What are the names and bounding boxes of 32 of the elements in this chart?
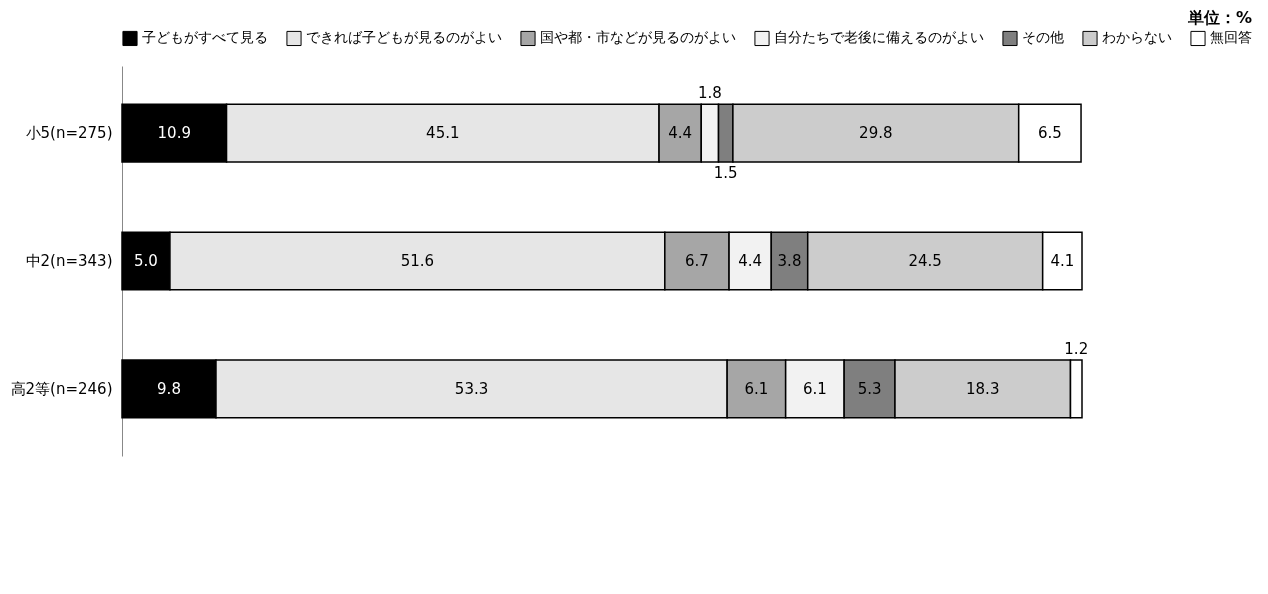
- data-label: 1.8: [697, 84, 722, 103]
- legend-label: 無回答: [1210, 29, 1252, 46]
- data-label: 6.5: [1037, 124, 1062, 143]
- data-label: 9.8: [157, 379, 181, 398]
- text: 単位：%: [1186, 8, 1252, 27]
- data-label: 4.4: [738, 252, 763, 270]
- data-label: 1.5: [713, 163, 738, 182]
- legend-label: 自分たちで老後に備えるのがよい: [774, 29, 984, 46]
- data-label: 45.1: [426, 124, 460, 143]
- data-label: 51.6: [400, 252, 435, 270]
- y-tick-label: 小5(n=275): [25, 124, 113, 143]
- y-tick-label: 高2等(n=246): [10, 379, 113, 398]
- legend-label: わからない: [1102, 29, 1172, 46]
- data-label: 6.7: [685, 252, 709, 270]
- legend-label: 子どもがすべて見る: [142, 29, 268, 46]
- data-label: 24.5: [908, 252, 942, 270]
- data-label: 6.1: [744, 379, 769, 398]
- data-label: 4.4: [668, 124, 693, 143]
- data-label: 3.8: [777, 252, 802, 270]
- legend-label: その他: [1022, 29, 1064, 46]
- data-label: 5.0: [134, 252, 158, 270]
- y-tick-label: 中2(n=343): [25, 252, 113, 270]
- data-label: 53.3: [454, 379, 489, 398]
- legend-label: できれば子どもが見るのがよい: [306, 29, 502, 46]
- data-label: 6.1: [802, 379, 827, 398]
- data-label: 1.2: [1064, 340, 1089, 359]
- data-label: 5.3: [857, 379, 882, 398]
- data-label: 4.1: [1050, 252, 1075, 270]
- data-label: 29.8: [859, 124, 893, 143]
- data-label: 10.9: [157, 124, 191, 143]
- data-label: 18.3: [966, 379, 1000, 398]
- legend-label: 国や都・市などが見るのがよい: [540, 29, 736, 46]
